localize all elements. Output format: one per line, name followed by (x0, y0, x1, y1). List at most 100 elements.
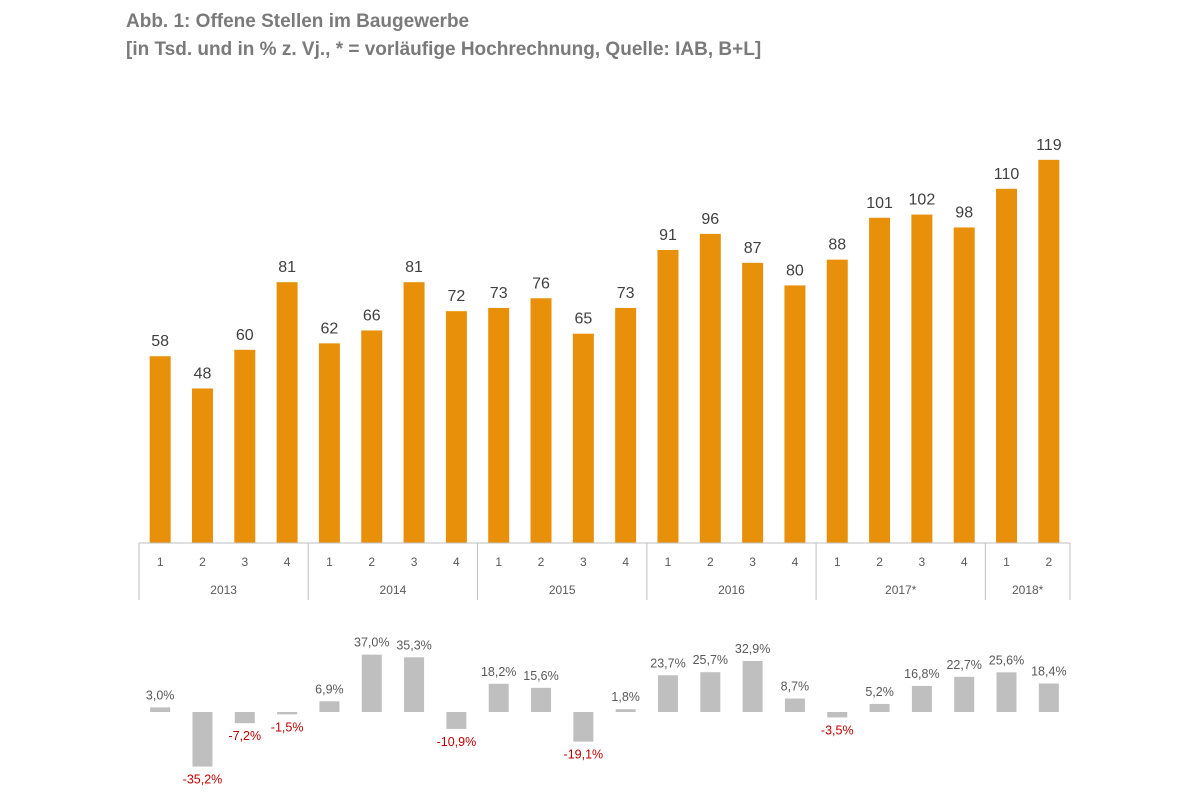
value-label: 76 (532, 275, 550, 292)
change-bar (404, 657, 425, 712)
quarter-tick-label: 4 (453, 555, 460, 569)
change-bar (784, 698, 805, 712)
change-bar (234, 712, 255, 724)
change-label: 5,2% (865, 685, 894, 699)
chart-title: Abb. 1: Offene Stellen im Baugewerbe (126, 11, 470, 32)
change-label: 15,6% (523, 669, 558, 683)
value-label: 48 (194, 365, 212, 382)
quarter-tick-label: 3 (749, 555, 756, 569)
chart-title-block: Abb. 1: Offene Stellen im Baugewerbe [in… (126, 8, 761, 64)
change-bar (573, 712, 594, 742)
value-label: 60 (236, 327, 254, 344)
value-bar (784, 285, 806, 543)
value-label: 80 (786, 262, 804, 279)
change-bar (488, 683, 509, 712)
change-bar (700, 672, 721, 712)
quarter-tick-label: 2 (707, 555, 714, 569)
change-label: -3,5% (821, 723, 854, 737)
quarter-tick-label: 2 (876, 555, 883, 569)
quarter-tick-label: 3 (919, 555, 926, 569)
change-label: 23,7% (650, 656, 685, 670)
change-bar (827, 712, 848, 718)
year-tick-label: 2013 (210, 583, 237, 597)
value-bar (445, 311, 467, 543)
value-label: 72 (447, 288, 465, 305)
value-label: 88 (828, 237, 846, 254)
year-tick-label: 2015 (549, 583, 576, 597)
change-bar (531, 687, 552, 712)
value-bar (953, 227, 975, 543)
quarter-tick-label: 3 (241, 555, 248, 569)
quarter-tick-label: 4 (961, 555, 968, 569)
chart-subtitle: [in Tsd. und in % z. Vj., * = vorläufige… (126, 39, 762, 60)
change-bar (911, 685, 932, 712)
change-label: -10,9% (437, 735, 477, 749)
value-bar (488, 307, 510, 543)
year-tick-label: 2017* (885, 583, 917, 597)
quarter-tick-label: 1 (834, 555, 841, 569)
quarter-tick-label: 2 (368, 555, 375, 569)
change-label: 16,8% (904, 667, 939, 681)
change-bar (869, 703, 890, 712)
change-label: 18,4% (1031, 664, 1066, 678)
value-label: 73 (617, 285, 635, 302)
value-label: 66 (363, 307, 381, 324)
change-bar (1038, 683, 1059, 712)
quarter-tick-label: 2 (1045, 555, 1052, 569)
quarter-tick-label: 2 (538, 555, 545, 569)
value-bar (403, 282, 425, 543)
value-label: 91 (659, 227, 677, 244)
value-bar (911, 214, 933, 543)
value-label: 96 (701, 211, 719, 228)
value-bar (657, 249, 679, 544)
change-label: 22,7% (946, 658, 981, 672)
year-tick-label: 2016 (718, 583, 745, 597)
value-bar (615, 307, 637, 543)
value-bar (530, 298, 552, 543)
change-label: 3,0% (146, 688, 175, 702)
change-bar (319, 701, 340, 712)
change-label: 6,9% (315, 682, 344, 696)
value-bar (318, 343, 340, 543)
change-label: 25,6% (989, 653, 1024, 667)
quarter-tick-label: 1 (665, 555, 672, 569)
value-bar (149, 356, 171, 543)
change-bar (954, 676, 975, 712)
value-label: 62 (321, 320, 339, 337)
change-label: 25,7% (693, 653, 728, 667)
value-label: 81 (405, 259, 423, 276)
change-label: 32,9% (735, 642, 770, 656)
quarter-tick-label: 3 (580, 555, 587, 569)
value-label: 102 (909, 192, 936, 209)
value-label: 65 (574, 311, 592, 328)
change-label: 37,0% (354, 636, 389, 650)
change-label: -35,2% (183, 773, 223, 787)
value-label: 81 (278, 259, 296, 276)
change-bar (150, 707, 171, 712)
change-label: 1,8% (611, 690, 640, 704)
value-label: 98 (955, 204, 973, 221)
value-bar (869, 217, 891, 543)
quarter-tick-label: 4 (284, 555, 291, 569)
change-bar (742, 661, 763, 712)
value-label: 101 (866, 195, 893, 212)
change-bar (657, 675, 678, 712)
quarter-tick-label: 1 (1003, 555, 1010, 569)
value-bar (996, 188, 1018, 544)
value-bar (276, 282, 298, 543)
value-bar (826, 259, 848, 543)
year-tick-label: 2018* (1012, 583, 1044, 597)
value-bar (361, 330, 383, 543)
value-bar (234, 349, 256, 543)
quarter-tick-label: 1 (495, 555, 502, 569)
change-bar (277, 712, 298, 715)
change-bar (446, 712, 467, 729)
quarter-tick-label: 1 (157, 555, 164, 569)
quarter-tick-label: 1 (326, 555, 333, 569)
value-bar (191, 388, 213, 543)
value-label: 119 (1036, 137, 1062, 154)
value-label: 110 (994, 166, 1020, 183)
value-bar (572, 333, 594, 543)
quarter-tick-label: 3 (411, 555, 418, 569)
